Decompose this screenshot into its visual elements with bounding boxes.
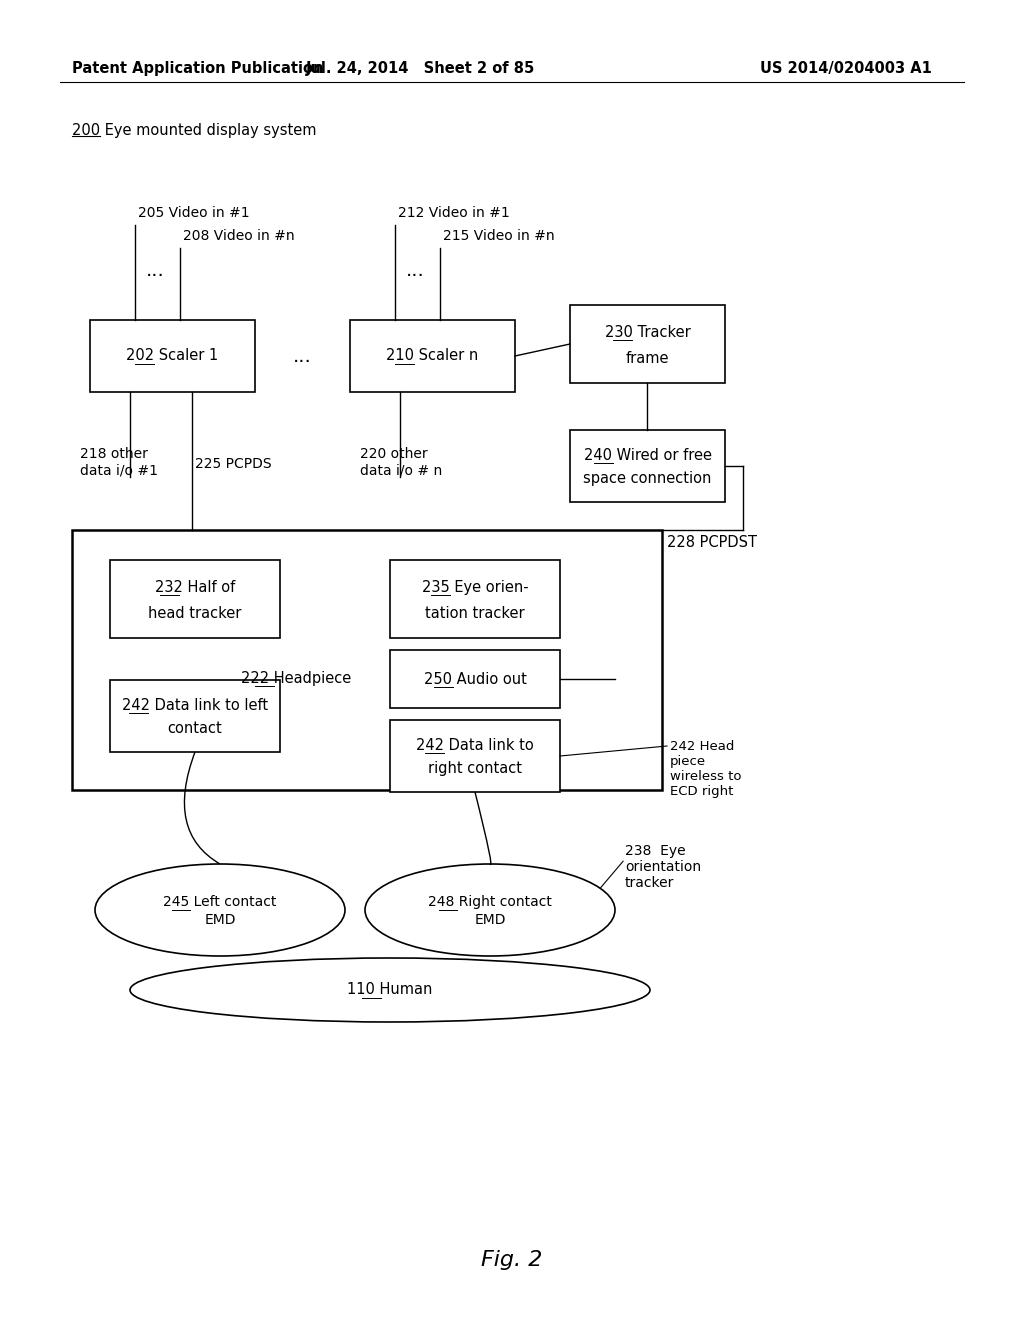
Text: space connection: space connection xyxy=(584,471,712,487)
Text: Fig. 2: Fig. 2 xyxy=(481,1250,543,1270)
Bar xyxy=(570,305,725,383)
Text: 218 other
data i/o #1: 218 other data i/o #1 xyxy=(80,447,158,478)
Text: 200 Eye mounted display system: 200 Eye mounted display system xyxy=(72,123,316,137)
Text: 205 Video in #1: 205 Video in #1 xyxy=(138,206,250,220)
Text: 242 Data link to left: 242 Data link to left xyxy=(122,698,268,713)
Bar xyxy=(90,319,255,392)
Ellipse shape xyxy=(95,865,345,956)
Text: 220 other
data i/o # n: 220 other data i/o # n xyxy=(360,447,442,478)
Text: 230 Tracker: 230 Tracker xyxy=(604,325,690,339)
Text: head tracker: head tracker xyxy=(148,606,242,620)
Text: 228 PCPDST: 228 PCPDST xyxy=(667,535,757,550)
Text: 232 Half of: 232 Half of xyxy=(155,579,236,595)
Bar xyxy=(390,649,560,708)
Bar xyxy=(570,430,725,502)
Text: frame: frame xyxy=(626,351,670,366)
Text: US 2014/0204003 A1: US 2014/0204003 A1 xyxy=(760,61,932,75)
Text: 242 Data link to: 242 Data link to xyxy=(416,738,534,752)
Text: 110 Human: 110 Human xyxy=(347,982,433,998)
Ellipse shape xyxy=(365,865,615,956)
Text: ...: ... xyxy=(293,346,312,366)
Bar xyxy=(390,719,560,792)
Text: right contact: right contact xyxy=(428,762,522,776)
Text: 248 Right contact: 248 Right contact xyxy=(428,895,552,909)
Text: 235 Eye orien-: 235 Eye orien- xyxy=(422,579,528,595)
Text: EMD: EMD xyxy=(204,913,236,927)
Text: tation tracker: tation tracker xyxy=(425,606,525,620)
Text: Patent Application Publication: Patent Application Publication xyxy=(72,61,324,75)
Text: 245 Left contact: 245 Left contact xyxy=(163,895,276,909)
Text: 240 Wired or free: 240 Wired or free xyxy=(584,447,712,463)
Text: Jul. 24, 2014   Sheet 2 of 85: Jul. 24, 2014 Sheet 2 of 85 xyxy=(305,61,535,75)
Text: 208 Video in #n: 208 Video in #n xyxy=(183,228,295,243)
Text: ...: ... xyxy=(406,260,424,280)
Text: 242 Head
piece
wireless to
ECD right: 242 Head piece wireless to ECD right xyxy=(670,741,741,799)
Ellipse shape xyxy=(130,958,650,1022)
Text: contact: contact xyxy=(168,722,222,737)
Text: 225 PCPDS: 225 PCPDS xyxy=(195,457,271,471)
Text: 210 Scaler n: 210 Scaler n xyxy=(386,348,478,363)
Text: 250 Audio out: 250 Audio out xyxy=(424,672,526,686)
Bar xyxy=(350,319,515,392)
Text: 215 Video in #n: 215 Video in #n xyxy=(443,228,555,243)
Text: ...: ... xyxy=(145,260,165,280)
Bar xyxy=(390,560,560,638)
Bar xyxy=(72,531,662,789)
Text: EMD: EMD xyxy=(474,913,506,927)
Text: 212 Video in #1: 212 Video in #1 xyxy=(398,206,510,220)
Text: 222 Headpiece: 222 Headpiece xyxy=(241,671,351,685)
Bar xyxy=(110,680,280,752)
Text: 238  Eye
orientation
tracker: 238 Eye orientation tracker xyxy=(625,843,701,891)
Bar xyxy=(110,560,280,638)
Text: 202 Scaler 1: 202 Scaler 1 xyxy=(126,348,219,363)
